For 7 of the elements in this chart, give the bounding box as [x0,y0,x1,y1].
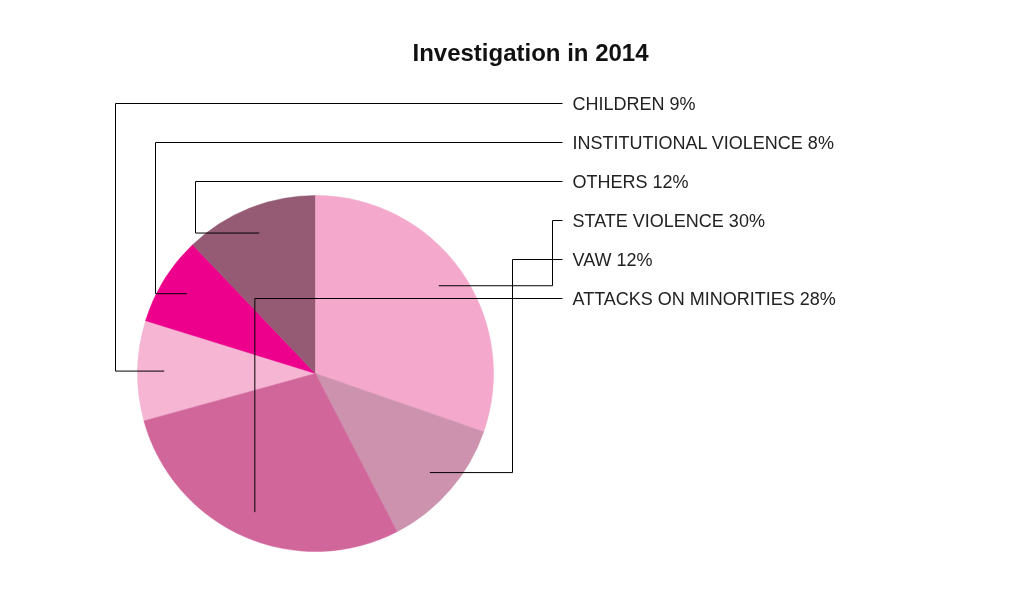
chart-title: Investigation in 2014 [412,39,650,66]
slice-label: ATTACKS ON MINORITIES 28% [572,288,836,309]
slice-label: INSTITUTIONAL VIOLENCE 8% [572,132,834,153]
slice-label: OTHERS 12% [572,171,689,192]
slice-label: VAW 12% [572,249,653,270]
slice-label: STATE VIOLENCE 30% [572,210,765,231]
slice-label: CHILDREN 9% [572,93,696,114]
